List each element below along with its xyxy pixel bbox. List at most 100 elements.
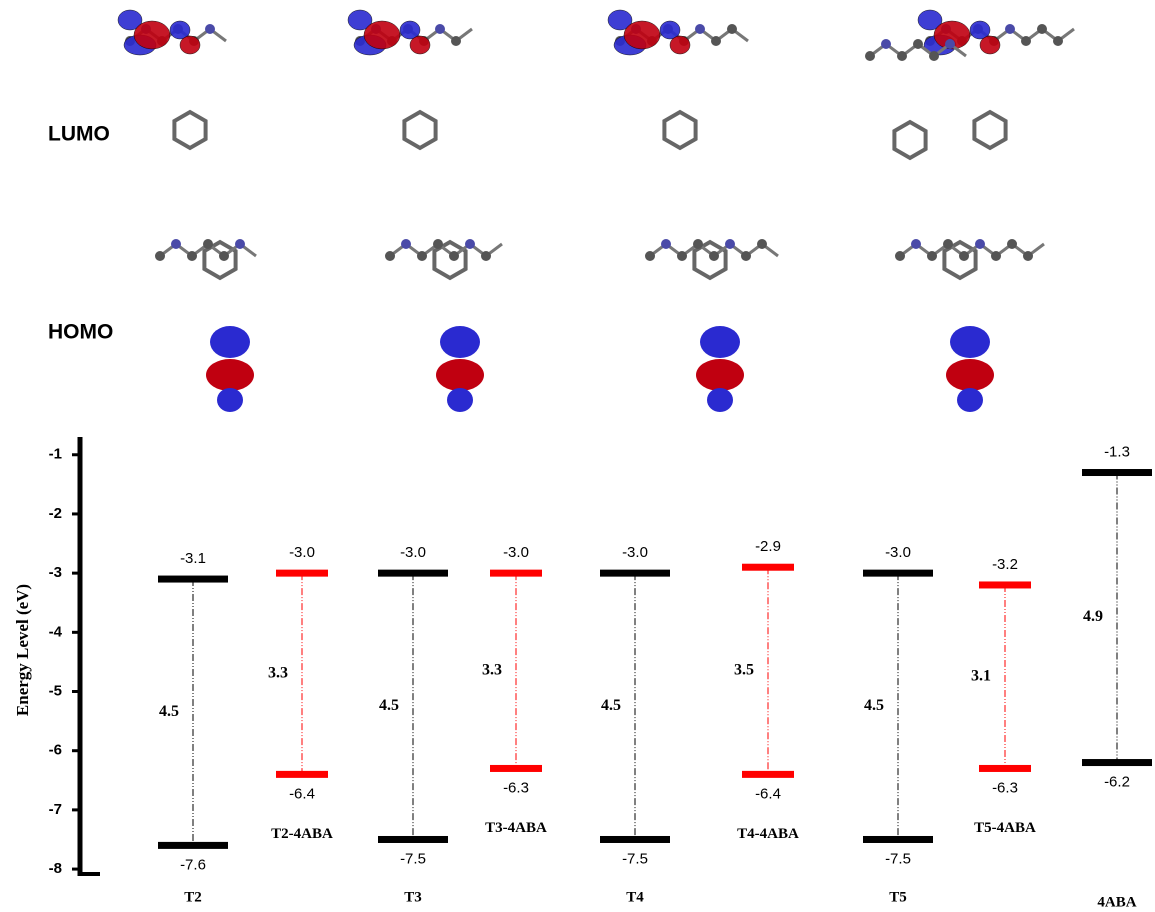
orbital-lobe [117,9,143,31]
homo-label: -6.2 [1104,774,1130,791]
homo-label: -6.4 [755,785,781,802]
lumo-level [600,569,670,577]
y-axis-label: Energy Level (eV) [13,584,32,716]
atom [677,251,687,261]
homo-label: -7.6 [180,856,206,873]
atom [155,251,165,261]
atom [465,239,475,249]
row-label: HOMO [48,321,113,344]
y-tick-label: -1 [49,446,62,463]
orbital-lobe [447,388,473,412]
homo-level [490,764,542,772]
category-label: T4-4ABA [737,826,799,842]
lumo-level [378,569,448,577]
y-tick-label: -5 [49,682,62,699]
ring [892,119,928,161]
atom [911,239,921,249]
atom [481,251,491,261]
atom [741,251,751,261]
atom [235,239,245,249]
atom [1005,24,1015,34]
homo-level [979,764,1031,772]
homo-level [158,841,228,849]
atom [881,39,891,49]
atom [975,239,985,249]
homo-level [378,835,448,843]
lumo-label: -1.3 [1104,443,1130,460]
atom [927,251,937,261]
orbital-lobe [436,359,484,391]
orbital-lobe [623,20,661,50]
orbital-lobe [399,20,421,40]
lumo-label: -3.0 [289,544,315,561]
lumo-label: -3.0 [503,544,529,561]
lumo-level [742,563,794,571]
lumo-label: -3.0 [400,544,426,561]
atom [929,51,939,61]
orbital-lobe [206,359,254,391]
category-label: 4ABA [1097,894,1136,910]
row-label: LUMO [48,123,110,146]
atom [1023,251,1033,261]
orbital-lobe [979,35,1001,55]
homo-label: -6.4 [289,785,315,802]
atom [451,36,461,46]
orbital-lobe [957,388,983,412]
orbital-lobe [210,326,250,358]
orbital-lobe [950,326,990,358]
atom [693,239,703,249]
atom [727,24,737,34]
homo-label: -7.5 [885,850,911,867]
orbital-lobe [347,9,373,31]
atom [661,239,671,249]
category-label: T3 [404,889,422,905]
atom [945,39,955,49]
orbital-lobe [933,20,971,50]
homo-label: -7.5 [400,850,426,867]
atom [959,251,969,261]
orbital-lobe [607,9,633,31]
orbital-lobe [659,20,681,40]
atom [203,239,213,249]
ring [692,239,728,281]
atom [219,251,229,261]
atom [913,39,923,49]
atom [725,239,735,249]
ring [402,109,438,151]
gap-label: 4.5 [864,697,884,714]
lumo-label: -3.0 [885,544,911,561]
homo-level [276,770,328,778]
lumo-level [979,581,1031,589]
orbital-lobe [969,20,991,40]
orbital-lobe [363,20,401,50]
lumo-label: -3.1 [180,550,206,567]
homo-level [742,770,794,778]
lumo-label: -3.2 [992,556,1018,573]
y-tick-label: -3 [49,564,62,581]
gap-label: 4.5 [159,703,179,720]
homo-label: -6.3 [503,779,529,796]
atom [757,239,767,249]
atom [401,239,411,249]
orbital-lobe [946,359,994,391]
category-label: T3-4ABA [485,820,547,836]
ring [942,239,978,281]
orbital-images [117,9,1075,412]
category-label: T5-4ABA [974,820,1036,836]
atom [709,251,719,261]
gap-label: 4.5 [601,697,621,714]
category-label: T4 [626,889,644,905]
gap-label: 3.3 [482,661,502,678]
y-tick-label: -4 [49,623,63,640]
atom [187,251,197,261]
y-tick-label: -6 [49,742,62,759]
atom [385,251,395,261]
category-label: T2 [184,889,202,905]
atom [1053,36,1063,46]
y-tick-label: -2 [49,505,62,522]
ring [972,109,1008,151]
gap-label: 3.5 [734,661,754,678]
atom [417,251,427,261]
atom [449,251,459,261]
